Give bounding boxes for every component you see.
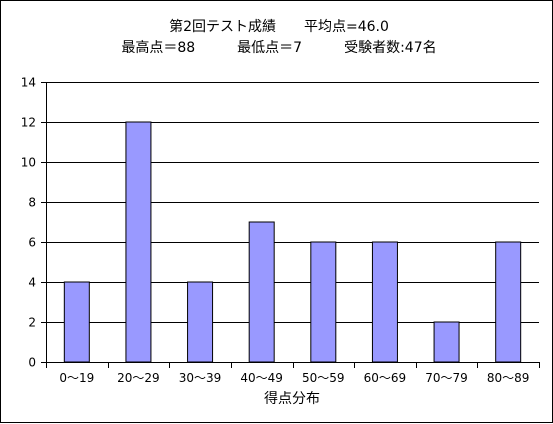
chart-title-line1: 第2回テスト成績 平均点=46.0 — [169, 18, 389, 35]
bars — [63, 121, 522, 363]
y-tick-label: 10 — [21, 156, 36, 170]
axes — [41, 82, 540, 368]
bar-30～39 — [187, 281, 214, 363]
x-tick-label: 50～59 — [302, 371, 345, 385]
x-tick-label: 30～39 — [179, 371, 222, 385]
y-tick-label: 6 — [28, 236, 36, 250]
y-tick-labels: 0 2 4 6 8 10 12 14 — [21, 76, 36, 370]
x-tick-label: 0～19 — [59, 371, 94, 385]
x-tick-label: 40～49 — [240, 371, 283, 385]
bar-50～59 — [310, 241, 337, 363]
y-tick-label: 0 — [28, 356, 36, 370]
y-tick-label: 4 — [28, 276, 36, 290]
gridlines — [46, 82, 539, 323]
x-tick-label: 70～79 — [425, 371, 468, 385]
y-tick-label: 2 — [28, 316, 36, 330]
bar-70～79 — [433, 321, 460, 363]
x-tick-label: 80～89 — [487, 371, 530, 385]
x-tick-label: 20～29 — [117, 371, 160, 385]
bar-40～49 — [248, 221, 275, 363]
x-tick-labels: 0～19 20～29 30～39 40～49 50～59 60～69 70～79 80～89 — [59, 371, 529, 385]
chart-title-line2: 最高点＝88 最低点＝7 受験者数:47名 — [121, 39, 436, 56]
bar-60～69 — [371, 241, 398, 363]
y-tick-label: 14 — [21, 76, 36, 90]
bar-80～89 — [495, 241, 522, 363]
x-tick-label: 60～69 — [364, 371, 407, 385]
y-tick-label: 8 — [28, 196, 36, 210]
y-tick-label: 12 — [21, 116, 36, 130]
bar-20～29 — [125, 121, 152, 363]
x-axis-label: 得点分布 — [264, 390, 320, 407]
bar-0～19 — [63, 281, 90, 363]
